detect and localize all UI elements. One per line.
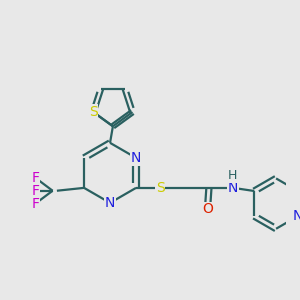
Text: F: F — [32, 184, 40, 198]
Text: N: N — [228, 181, 238, 195]
Text: N: N — [293, 209, 300, 223]
Text: F: F — [32, 171, 40, 185]
Text: S: S — [156, 181, 165, 195]
Text: S: S — [89, 105, 98, 119]
Text: H: H — [228, 169, 237, 182]
Text: N: N — [105, 196, 115, 210]
Text: F: F — [32, 196, 40, 211]
Text: N: N — [131, 151, 141, 165]
Text: O: O — [202, 202, 213, 216]
